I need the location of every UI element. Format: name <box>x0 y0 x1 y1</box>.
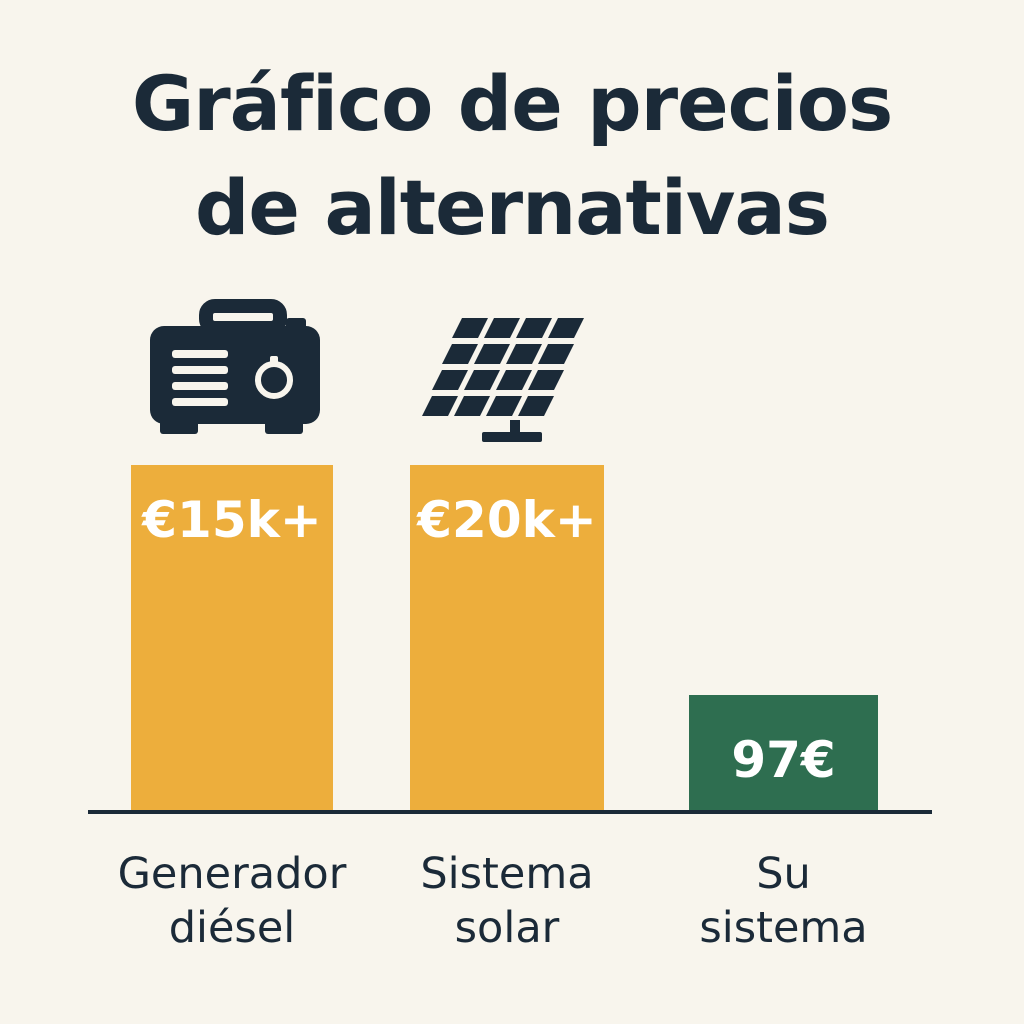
category-label-3-line-2: sistema <box>699 903 867 953</box>
page-title: Gráfico de precios de alternativas <box>0 52 1024 260</box>
solar-panel-icon <box>422 318 584 442</box>
icons-layer <box>150 299 584 442</box>
category-label-1-line-2: diésel <box>169 903 296 953</box>
solar-cell <box>432 370 468 390</box>
bar-value-label-1: €15k+ <box>141 491 322 549</box>
page-title-line-2: de alternativas <box>195 163 830 252</box>
solar-cell <box>422 396 458 416</box>
solar-cell <box>496 370 532 390</box>
solar-cell <box>516 318 552 338</box>
solar-cell <box>464 370 500 390</box>
solar-cell <box>454 396 490 416</box>
solar-cell <box>486 396 522 416</box>
bar-3 <box>689 695 878 812</box>
bar-2 <box>410 465 604 812</box>
solar-cell <box>452 318 488 338</box>
generator-icon <box>150 299 320 434</box>
bars-layer: €15k+ €20k+ 97€ <box>131 465 878 812</box>
bar-value-label-2: €20k+ <box>416 491 597 549</box>
category-label-3-line-1: Su <box>756 849 811 899</box>
solar-cell <box>484 318 520 338</box>
category-label-2-line-2: solar <box>455 903 560 953</box>
solar-cell <box>528 370 564 390</box>
page-title-line-1: Gráfico de precios <box>131 59 893 148</box>
solar-cell <box>506 344 542 364</box>
bar-1 <box>131 465 333 812</box>
solar-cell <box>442 344 478 364</box>
bar-value-label-3: 97€ <box>731 731 835 789</box>
solar-cell <box>474 344 510 364</box>
solar-stand-stem <box>510 420 520 438</box>
solar-stand-base <box>482 432 542 442</box>
category-label-2-line-1: Sistema <box>420 849 593 899</box>
solar-cell <box>538 344 574 364</box>
category-label-1-line-1: Generador <box>118 849 347 899</box>
solar-cell <box>548 318 584 338</box>
solar-cell <box>518 396 554 416</box>
